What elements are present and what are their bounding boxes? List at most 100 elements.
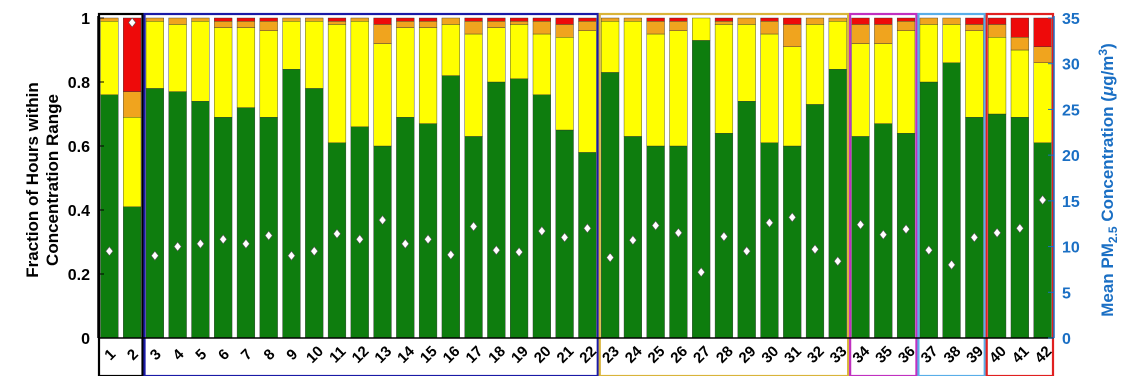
bar-yellow-42: [1033, 62, 1052, 143]
y2-tick-label: 30: [1062, 57, 1080, 74]
x-tick-label: 14: [394, 342, 418, 366]
mean-marker-5: [196, 238, 205, 249]
mean-marker-24: [628, 235, 637, 246]
bar-red-35: [874, 17, 893, 25]
mean-marker-36: [902, 224, 911, 235]
mean-marker-41: [1015, 223, 1024, 234]
bar-orange-12: [350, 17, 369, 22]
bar-orange-24: [623, 17, 642, 22]
y2-tick-label: 25: [1062, 102, 1080, 119]
mean-marker-8: [264, 230, 273, 241]
x-tick-label: 28: [713, 343, 737, 367]
bar-yellow-30: [760, 33, 779, 144]
y-tick-label: 0.4: [68, 203, 90, 220]
x-tick-label: 11: [326, 343, 349, 366]
bar-orange-11: [327, 21, 347, 25]
bar-green-4: [168, 91, 187, 339]
bars: [100, 17, 1052, 339]
bar-orange-28: [714, 21, 734, 25]
bar-yellow-15: [418, 27, 438, 124]
bar-green-18: [487, 81, 506, 339]
bar-yellow-20: [532, 33, 551, 95]
x-tick-label: 15: [417, 343, 441, 367]
bar-green-22: [578, 152, 597, 339]
bar-orange-40: [988, 24, 1007, 38]
bar-orange-23: [601, 17, 620, 22]
bar-red-18: [487, 17, 506, 22]
x-tick-label: 2: [124, 346, 142, 364]
mean-marker-7: [241, 238, 250, 249]
bar-orange-41: [1010, 37, 1029, 51]
bar-orange-31: [783, 24, 802, 47]
mean-marker-9: [287, 250, 296, 261]
bar-orange-35: [874, 24, 893, 44]
x-tick-label: 42: [1032, 343, 1056, 367]
x-tick-label: 32: [804, 343, 828, 367]
bar-orange-37: [919, 17, 938, 25]
mean-marker-19: [515, 247, 524, 258]
y-axis-label-line1: Fraction of Hours within: [23, 82, 42, 278]
bar-yellow-33: [828, 21, 847, 70]
bar-yellow-28: [714, 24, 734, 134]
mean-marker-35: [879, 229, 888, 240]
bar-yellow-31: [783, 46, 802, 147]
bar-orange-30: [760, 21, 779, 35]
bar-yellow-3: [145, 21, 164, 89]
x-tick-label: 8: [261, 346, 279, 364]
bar-red-26: [669, 17, 688, 22]
bar-green-6: [214, 116, 233, 339]
bar-green-42: [1033, 142, 1052, 339]
mean-marker-1: [105, 246, 114, 257]
bar-green-9: [282, 68, 301, 339]
bar-yellow-25: [646, 33, 665, 147]
bar-red-7: [236, 17, 256, 22]
mean-marker-4: [173, 241, 182, 252]
x-tick-label: 27: [690, 343, 714, 367]
bar-yellow-27: [692, 17, 711, 41]
bar-orange-33: [828, 17, 847, 22]
y-tick-label: 1: [81, 11, 90, 28]
bar-orange-25: [646, 21, 665, 35]
bar-green-23: [601, 72, 620, 339]
x-tick-label: 9: [283, 346, 301, 364]
bar-yellow-19: [510, 24, 529, 80]
x-tick-label: 6: [215, 346, 233, 364]
group-frame-3: [598, 12, 850, 376]
x-tick-label: 10: [303, 343, 327, 367]
bar-red-14: [396, 17, 415, 22]
bar-red-25: [646, 17, 665, 22]
bar-green-25: [646, 145, 665, 339]
bar-red-36: [896, 17, 916, 22]
x-tick-label: 1: [101, 346, 119, 364]
bar-yellow-41: [1010, 49, 1029, 118]
mean-marker-3: [150, 250, 159, 261]
bar-orange-9: [282, 17, 301, 22]
bar-green-32: [805, 104, 825, 339]
bar-green-16: [441, 75, 460, 339]
y-tick-label: 0.2: [68, 267, 90, 284]
bar-orange-22: [578, 21, 597, 32]
bar-yellow-4: [168, 24, 187, 92]
mean-marker-2: [128, 17, 137, 28]
bar-yellow-8: [259, 30, 278, 118]
bar-yellow-34: [851, 43, 870, 137]
y-axis-label-line2: Concentration Range: [43, 94, 62, 266]
bar-green-30: [760, 142, 779, 339]
bar-orange-36: [896, 21, 916, 32]
bar-orange-4: [168, 17, 187, 25]
x-tick-label: 21: [554, 343, 578, 367]
bar-yellow-11: [327, 24, 347, 144]
bar-orange-38: [942, 17, 961, 25]
bar-red-13: [373, 17, 392, 25]
x-tick-label: 38: [941, 343, 965, 367]
x-tick-label: 34: [849, 342, 873, 366]
bar-green-40: [988, 113, 1007, 339]
bar-orange-6: [214, 21, 233, 28]
mean-marker-6: [219, 234, 228, 245]
bar-green-39: [965, 116, 984, 339]
mean-marker-27: [697, 267, 706, 278]
mean-marker-33: [833, 256, 842, 267]
y2-tick-label: 35: [1062, 11, 1080, 28]
bar-green-19: [510, 78, 529, 339]
